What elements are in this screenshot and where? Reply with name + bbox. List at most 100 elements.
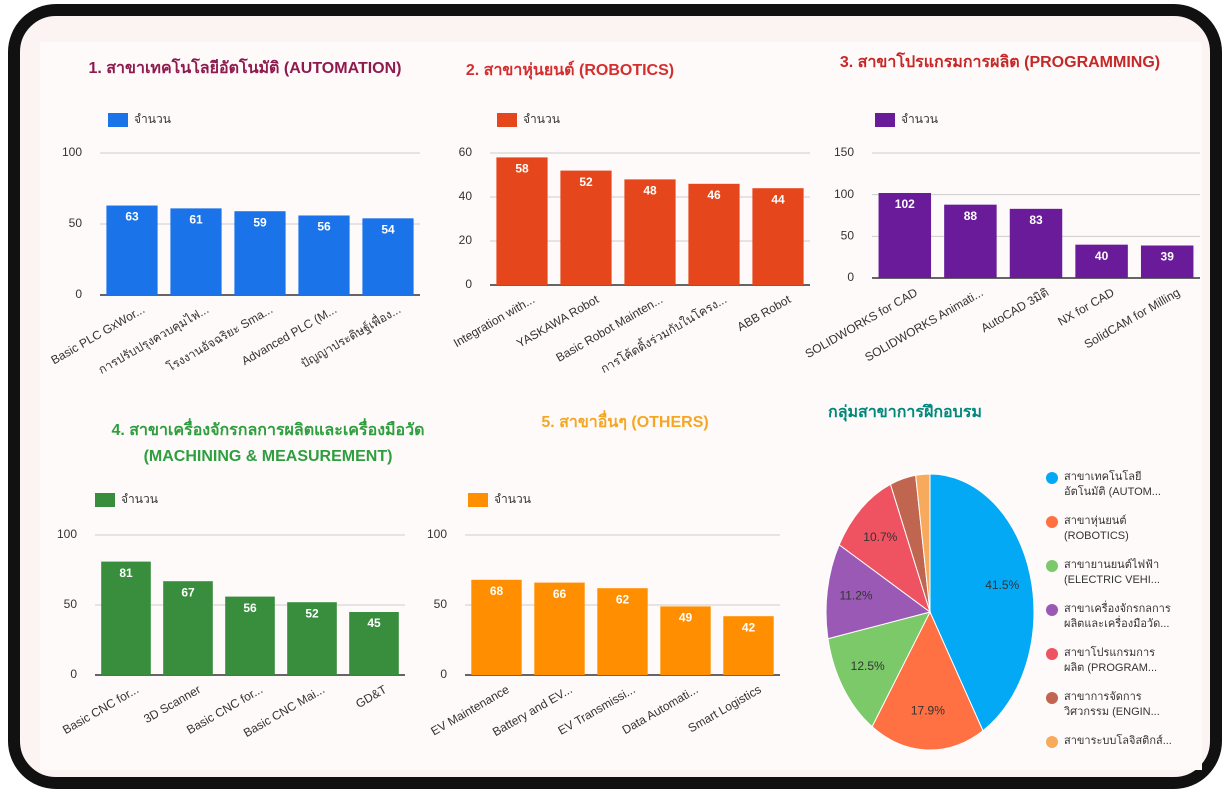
slice-label: 11.2% [839, 589, 872, 603]
bar [660, 606, 711, 675]
bar [225, 596, 275, 675]
y-tick-label: 0 [70, 667, 77, 681]
bar [298, 215, 350, 295]
legend-swatch [875, 113, 895, 127]
legend-label: สาขาระบบโลจิสติกส์... [1064, 735, 1172, 747]
bar [752, 188, 804, 285]
legend-swatch [95, 493, 115, 507]
value-label: 102 [895, 197, 915, 211]
y-tick-label: 100 [57, 527, 77, 541]
legend-label: สาขาเทคโนโลยี อัตโนมัติ (AUTOM... [1064, 471, 1161, 498]
value-label: 42 [742, 620, 756, 634]
legend-label: สาขาเครื่องจักรกลการ ผลิตและเครื่องมือวั… [1064, 603, 1171, 630]
legend-label: สาขาโปรแกรมการ ผลิต (PROGRAM... [1064, 647, 1158, 674]
pie-slice [871, 610, 984, 751]
legend-dot [1046, 736, 1058, 748]
y-tick-label: 50 [434, 597, 448, 611]
slice-label: 41.5% [985, 578, 1019, 592]
legend-dot [1046, 472, 1058, 484]
bar [362, 218, 414, 295]
value-label: 49 [679, 611, 693, 625]
value-label: 67 [181, 585, 195, 599]
slice-label: 17.9% [911, 703, 945, 717]
legend-dot [1046, 604, 1058, 616]
legend-swatch [468, 493, 488, 507]
pie-slice [915, 473, 931, 613]
value-label: 61 [189, 213, 203, 227]
bar [496, 157, 548, 285]
bar [349, 612, 399, 675]
bar [1009, 208, 1063, 278]
value-label: 52 [305, 606, 319, 620]
bar [471, 579, 522, 675]
value-label: 59 [253, 215, 267, 229]
value-label: 45 [367, 616, 381, 630]
value-label: 58 [515, 162, 529, 176]
y-tick-label: 0 [75, 287, 82, 301]
y-tick-label: 0 [847, 270, 854, 284]
slice-label: 10.7% [863, 530, 897, 544]
value-label: 48 [643, 184, 657, 198]
y-tick-label: 150 [834, 145, 854, 159]
y-tick-label: 50 [69, 216, 83, 230]
bar [723, 616, 774, 675]
value-label: 88 [964, 209, 978, 223]
y-tick-label: 60 [459, 145, 473, 159]
y-tick-label: 40 [459, 189, 473, 203]
pie-slice [827, 611, 931, 728]
legend-swatch [108, 113, 128, 127]
value-label: 66 [553, 587, 567, 601]
value-label: 56 [243, 601, 257, 615]
value-label: 44 [771, 192, 785, 206]
value-label: 81 [119, 566, 133, 580]
bar [106, 205, 158, 295]
value-label: 56 [317, 220, 331, 234]
legend-dot [1046, 648, 1058, 660]
bar [944, 204, 997, 278]
chart-title: 2. สาขาหุ่นยนต์ (ROBOTICS) [465, 62, 675, 79]
chart-title: 1. สาขาเทคโนโลยีอัตโนมัติ (AUTOMATION) [88, 60, 402, 77]
bar [878, 193, 932, 278]
chart-title: 3. สาขาโปรแกรมการผลิต (PROGRAMMING) [839, 54, 1161, 71]
bar [534, 582, 585, 675]
value-label: 63 [125, 210, 139, 224]
y-tick-label: 100 [834, 187, 854, 201]
y-tick-label: 0 [440, 667, 447, 681]
bar [170, 208, 222, 295]
bar [101, 561, 151, 675]
legend-label: จำนวน [134, 112, 171, 126]
legend-dot [1046, 692, 1058, 704]
bar [163, 581, 213, 675]
chart-title: 4. สาขาเครื่องจักรกลการผลิตและเครื่องมือ… [111, 422, 425, 465]
legend-dot [1046, 516, 1058, 528]
legend-label: จำนวน [901, 112, 938, 126]
legend-label: จำนวน [121, 492, 158, 506]
bar [624, 179, 676, 285]
chart-title: 5. สาขาอื่นๆ (OTHERS) [541, 414, 709, 431]
y-tick-label: 20 [459, 233, 473, 247]
legend-label: สาขาการจัดการ วิศวกรรม (ENGIN... [1064, 691, 1160, 718]
legend-label: สาขายานยนต์ไฟฟ้า (ELECTRIC VEHI... [1064, 559, 1160, 586]
value-label: 54 [381, 222, 395, 236]
pie-slice [838, 483, 931, 614]
value-label: 40 [1095, 249, 1109, 263]
bar [560, 170, 612, 285]
value-label: 39 [1161, 250, 1175, 264]
legend-label: สาขาหุ่นยนต์ (ROBOTICS) [1064, 515, 1129, 542]
bar [287, 602, 337, 675]
bar [1075, 244, 1128, 278]
bar [1140, 245, 1194, 278]
value-label: 52 [579, 175, 593, 189]
pie-slice [929, 473, 1035, 732]
chart-title: กลุ่มสาขาการฝึกอบรม [828, 404, 982, 421]
value-label: 68 [490, 584, 504, 598]
y-tick-label: 100 [427, 527, 447, 541]
y-tick-label: 100 [62, 145, 82, 159]
value-label: 83 [1029, 213, 1043, 227]
slice-label: 12.5% [851, 659, 885, 673]
legend-label: จำนวน [523, 112, 560, 126]
y-tick-label: 50 [64, 597, 78, 611]
legend-dot [1046, 560, 1058, 572]
